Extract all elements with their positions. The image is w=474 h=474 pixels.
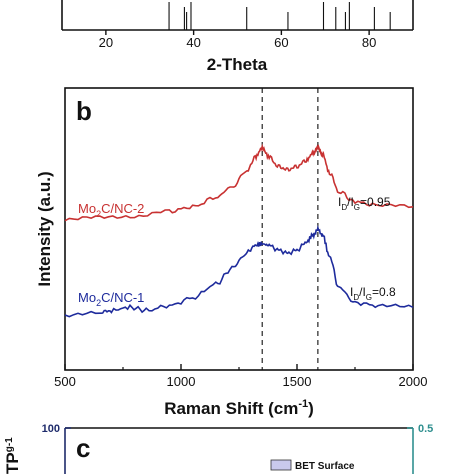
- panel-a-x-ticks: 20 40 60 80: [99, 30, 376, 50]
- panel-c-legend-swatch: [270, 459, 292, 471]
- panel-c-left-top-tick-label: 100: [42, 423, 60, 435]
- x-tick-label: 500: [54, 374, 76, 389]
- panel-b: b 500 1000 1500 2000 Mo2C/NC-2 ID/IG=0.95 M…: [35, 87, 427, 418]
- ratio-label-nc1: ID/IG=0.8: [350, 285, 396, 302]
- panel-b-x-ticks: 500 1000 1500 2000: [54, 364, 427, 389]
- series-label-nc1: Mo2C/NC-1: [78, 290, 144, 308]
- panel-a-reference-lines: [168, 2, 391, 30]
- panel-b-letter: b: [76, 96, 92, 126]
- panel-c-letter: c: [76, 433, 90, 463]
- spectrum-nc1: [64, 224, 414, 318]
- x-tick-label: 20: [99, 35, 113, 50]
- x-tick-label: 40: [186, 35, 200, 50]
- panel-b-series: [64, 143, 414, 318]
- spectrum-nc2: [64, 143, 414, 222]
- panel-c-left-axis-title: TPg-1: [3, 437, 22, 474]
- panel-b-frame: [64, 87, 414, 371]
- panel-a-x-axis-title: 2-Theta: [207, 55, 268, 74]
- panel-b-x-axis-title: Raman Shift (cm-1): [164, 398, 314, 418]
- panel-c-right-top-tick-label: 0.5: [418, 423, 433, 435]
- panel-b-y-axis-title: Intensity (a.u.): [35, 171, 54, 286]
- x-tick-label: 1000: [167, 374, 196, 389]
- x-tick-label: 80: [362, 35, 376, 50]
- series-label-nc2: Mo2C/NC-2: [78, 201, 144, 219]
- panel-c-legend-label: BET Surface: [295, 461, 355, 472]
- panel-c: c 100 0.5 TPg-1 BET Surface: [3, 423, 433, 474]
- x-tick-label: 2000: [399, 374, 428, 389]
- panel-a: 20 40 60 80 2-Theta: [61, 0, 414, 74]
- x-tick-label: 60: [274, 35, 288, 50]
- x-tick-label: 1500: [283, 374, 312, 389]
- panel-b-dashed-lines: [261, 88, 319, 370]
- ratio-label-nc2: ID/IG=0.95: [338, 195, 391, 212]
